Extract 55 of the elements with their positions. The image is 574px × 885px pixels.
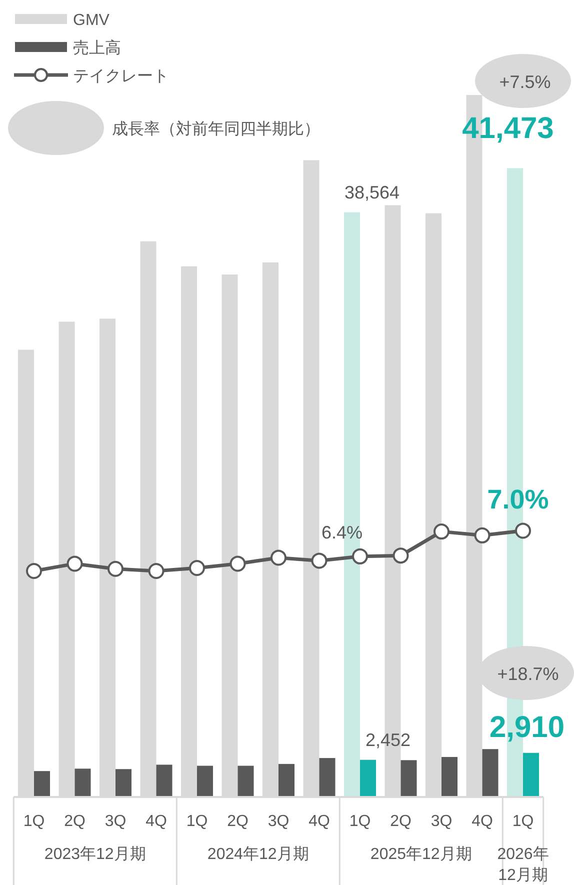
- bar: [400, 760, 417, 797]
- data-label: 41,473: [462, 112, 554, 146]
- x-tick-label: 3Q: [268, 813, 290, 830]
- bar: [319, 758, 336, 797]
- x-tick-label: 4Q: [472, 813, 493, 830]
- x-tick-label: 4Q: [308, 813, 330, 830]
- point: [474, 527, 490, 544]
- growth-rate: +7.5%: [475, 54, 571, 108]
- text: 2023年12月期: [43, 845, 147, 865]
- data-label: 2,910: [489, 710, 565, 744]
- bar: [523, 752, 539, 797]
- point: [352, 548, 368, 564]
- bar: [278, 764, 294, 797]
- data-label: 6.4%: [321, 522, 363, 542]
- point: [392, 548, 409, 564]
- text: 2026年12月期: [496, 845, 550, 885]
- x-tick-label: 2Q: [227, 813, 248, 830]
- point: [26, 563, 42, 579]
- legend-label: 売上高: [73, 39, 121, 57]
- bar: [360, 760, 376, 797]
- bar: [156, 764, 172, 797]
- x-tick-label: 4Q: [146, 813, 167, 830]
- bar: [482, 749, 498, 797]
- point: [515, 522, 531, 539]
- point: [108, 560, 124, 577]
- bar: [442, 756, 458, 797]
- text: 2024年12月期: [206, 845, 310, 865]
- point: [230, 556, 246, 572]
- point: [270, 550, 286, 566]
- point: [148, 563, 164, 579]
- point: [434, 524, 450, 540]
- legend-label: テイクレート: [73, 68, 169, 85]
- data-label: 38,564: [344, 182, 400, 202]
- legend-label: GMV: [73, 12, 110, 29]
- annotation: +18.7%: [497, 664, 559, 684]
- x-tick-label: 1Q: [186, 813, 208, 830]
- data-label: 2,452: [365, 730, 411, 750]
- point: [189, 560, 205, 576]
- text: 2025年12月期: [370, 846, 472, 863]
- data-label: 7.0%: [487, 484, 549, 515]
- x-tick-label: 3Q: [430, 813, 452, 830]
- x-tick-label: 1Q: [23, 813, 45, 830]
- x-tick-label: 1Q: [512, 813, 534, 830]
- bar: [238, 766, 254, 797]
- bar: [74, 768, 91, 797]
- x-tick-label: 2Q: [64, 813, 86, 830]
- bar: [34, 771, 50, 797]
- point: [311, 552, 328, 569]
- x-tick-label: 3Q: [104, 813, 126, 830]
- x-tick-label: 2Q: [390, 813, 412, 830]
- bar: [197, 766, 213, 797]
- x-tick-label: 1Q: [349, 813, 371, 830]
- bar: [116, 769, 132, 797]
- point: [66, 556, 83, 572]
- annotation: 成長率（対前年同四半期比）: [112, 120, 320, 138]
